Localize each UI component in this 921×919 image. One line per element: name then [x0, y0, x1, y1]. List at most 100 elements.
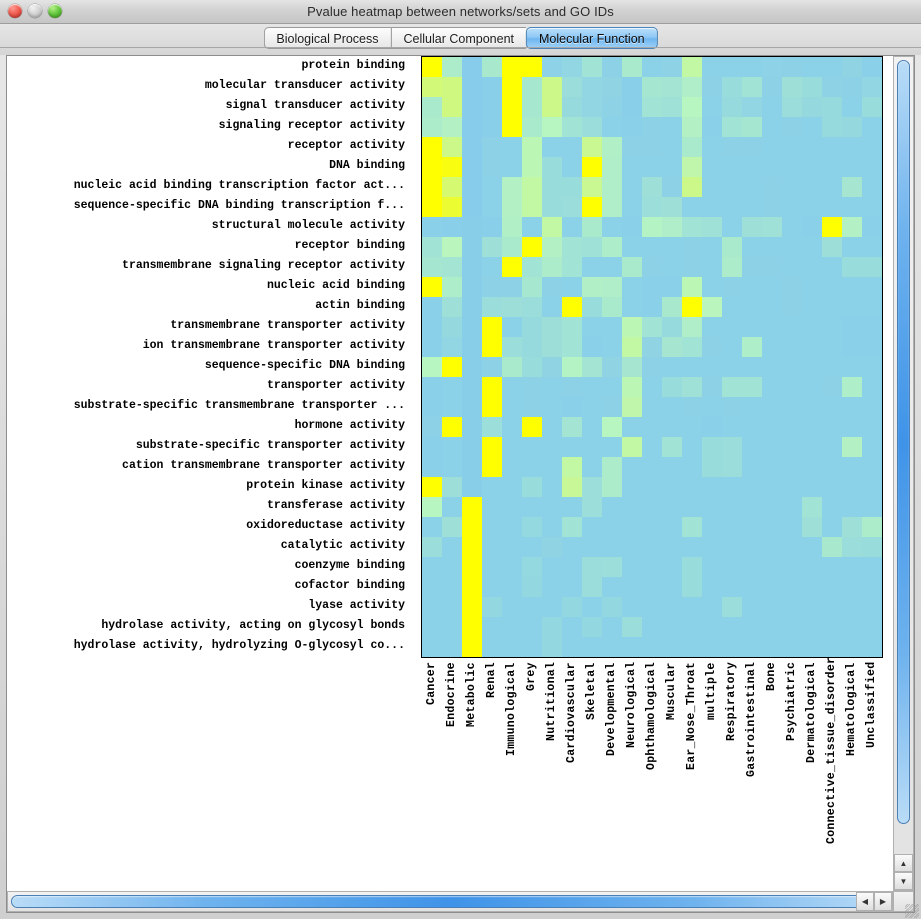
heatmap-cell[interactable] [542, 397, 562, 417]
heatmap-cell[interactable] [522, 597, 542, 617]
heatmap-cell[interactable] [582, 317, 602, 337]
heatmap-cell[interactable] [802, 97, 822, 117]
heatmap-cell[interactable] [802, 577, 822, 597]
heatmap-cell[interactable] [522, 317, 542, 337]
heatmap-cell[interactable] [542, 157, 562, 177]
heatmap-cell[interactable] [642, 597, 662, 617]
heatmap-cell[interactable] [622, 257, 642, 277]
heatmap-cell[interactable] [762, 277, 782, 297]
minimize-button[interactable] [28, 4, 42, 18]
heatmap-cell[interactable] [442, 397, 462, 417]
heatmap-cell[interactable] [542, 237, 562, 257]
heatmap-cell[interactable] [822, 157, 842, 177]
heatmap-cell[interactable] [562, 337, 582, 357]
heatmap-cell[interactable] [722, 137, 742, 157]
heatmap-cell[interactable] [842, 517, 862, 537]
heatmap-cell[interactable] [842, 397, 862, 417]
heatmap-cell[interactable] [622, 537, 642, 557]
heatmap-cell[interactable] [622, 577, 642, 597]
heatmap-cell[interactable] [422, 57, 442, 77]
heatmap-cell[interactable] [702, 137, 722, 157]
heatmap-cell[interactable] [462, 537, 482, 557]
heatmap-cell[interactable] [682, 537, 702, 557]
heatmap-cell[interactable] [422, 217, 442, 237]
heatmap-cell[interactable] [562, 317, 582, 337]
heatmap-cell[interactable] [782, 297, 802, 317]
heatmap-cell[interactable] [762, 77, 782, 97]
horizontal-scrollbar[interactable]: ◀ ▶ [7, 891, 893, 912]
heatmap-cell[interactable] [582, 137, 602, 157]
heatmap-cell[interactable] [682, 437, 702, 457]
heatmap-cell[interactable] [862, 277, 882, 297]
heatmap-cell[interactable] [642, 477, 662, 497]
heatmap-cell[interactable] [662, 297, 682, 317]
heatmap-cell[interactable] [862, 217, 882, 237]
heatmap-cell[interactable] [502, 317, 522, 337]
heatmap-cell[interactable] [502, 217, 522, 237]
heatmap-cell[interactable] [622, 557, 642, 577]
heatmap-cell[interactable] [602, 557, 622, 577]
heatmap-cell[interactable] [622, 337, 642, 357]
heatmap-cell[interactable] [622, 497, 642, 517]
heatmap-cell[interactable] [782, 97, 802, 117]
heatmap-cell[interactable] [742, 517, 762, 537]
heatmap-cell[interactable] [522, 277, 542, 297]
heatmap-cell[interactable] [542, 217, 562, 237]
heatmap-cell[interactable] [602, 577, 622, 597]
heatmap-cell[interactable] [762, 197, 782, 217]
heatmap-cell[interactable] [702, 57, 722, 77]
heatmap-cell[interactable] [822, 117, 842, 137]
heatmap-cell[interactable] [842, 197, 862, 217]
heatmap-cell[interactable] [442, 137, 462, 157]
heatmap-cell[interactable] [502, 397, 522, 417]
heatmap-cell[interactable] [502, 377, 522, 397]
heatmap-cell[interactable] [802, 457, 822, 477]
heatmap-cell[interactable] [442, 537, 462, 557]
heatmap-cell[interactable] [822, 537, 842, 557]
heatmap-cell[interactable] [782, 157, 802, 177]
heatmap-cell[interactable] [662, 397, 682, 417]
heatmap-cell[interactable] [502, 457, 522, 477]
heatmap-cell[interactable] [822, 137, 842, 157]
heatmap-cell[interactable] [582, 617, 602, 637]
heatmap-cell[interactable] [642, 577, 662, 597]
heatmap-cell[interactable] [862, 57, 882, 77]
heatmap-cell[interactable] [682, 477, 702, 497]
heatmap-cell[interactable] [422, 157, 442, 177]
heatmap-cell[interactable] [782, 257, 802, 277]
heatmap-cell[interactable] [582, 97, 602, 117]
heatmap-cell[interactable] [522, 77, 542, 97]
heatmap-cell[interactable] [602, 257, 622, 277]
heatmap-cell[interactable] [422, 117, 442, 137]
heatmap-cell[interactable] [702, 117, 722, 137]
heatmap-cell[interactable] [422, 317, 442, 337]
heatmap-cell[interactable] [722, 437, 742, 457]
heatmap-cell[interactable] [782, 477, 802, 497]
heatmap-cell[interactable] [742, 557, 762, 577]
heatmap-cell[interactable] [762, 117, 782, 137]
heatmap-cell[interactable] [682, 277, 702, 297]
heatmap-cell[interactable] [662, 57, 682, 77]
heatmap-cell[interactable] [742, 477, 762, 497]
heatmap-cell[interactable] [602, 277, 622, 297]
heatmap-cell[interactable] [602, 417, 622, 437]
heatmap-cell[interactable] [822, 97, 842, 117]
heatmap-cell[interactable] [742, 257, 762, 277]
heatmap-cell[interactable] [582, 337, 602, 357]
heatmap-cell[interactable] [522, 357, 542, 377]
heatmap-cell[interactable] [722, 457, 742, 477]
heatmap-cell[interactable] [502, 297, 522, 317]
heatmap-cell[interactable] [482, 577, 502, 597]
heatmap-cell[interactable] [722, 517, 742, 537]
heatmap-cell[interactable] [702, 77, 722, 97]
heatmap-cell[interactable] [562, 197, 582, 217]
heatmap-cell[interactable] [622, 357, 642, 377]
heatmap-cell[interactable] [682, 517, 702, 537]
heatmap-cell[interactable] [422, 197, 442, 217]
heatmap-cell[interactable] [702, 297, 722, 317]
heatmap-cell[interactable] [742, 397, 762, 417]
heatmap-cell[interactable] [862, 457, 882, 477]
heatmap-cell[interactable] [502, 617, 522, 637]
heatmap-cell[interactable] [422, 577, 442, 597]
heatmap-cell[interactable] [602, 57, 622, 77]
